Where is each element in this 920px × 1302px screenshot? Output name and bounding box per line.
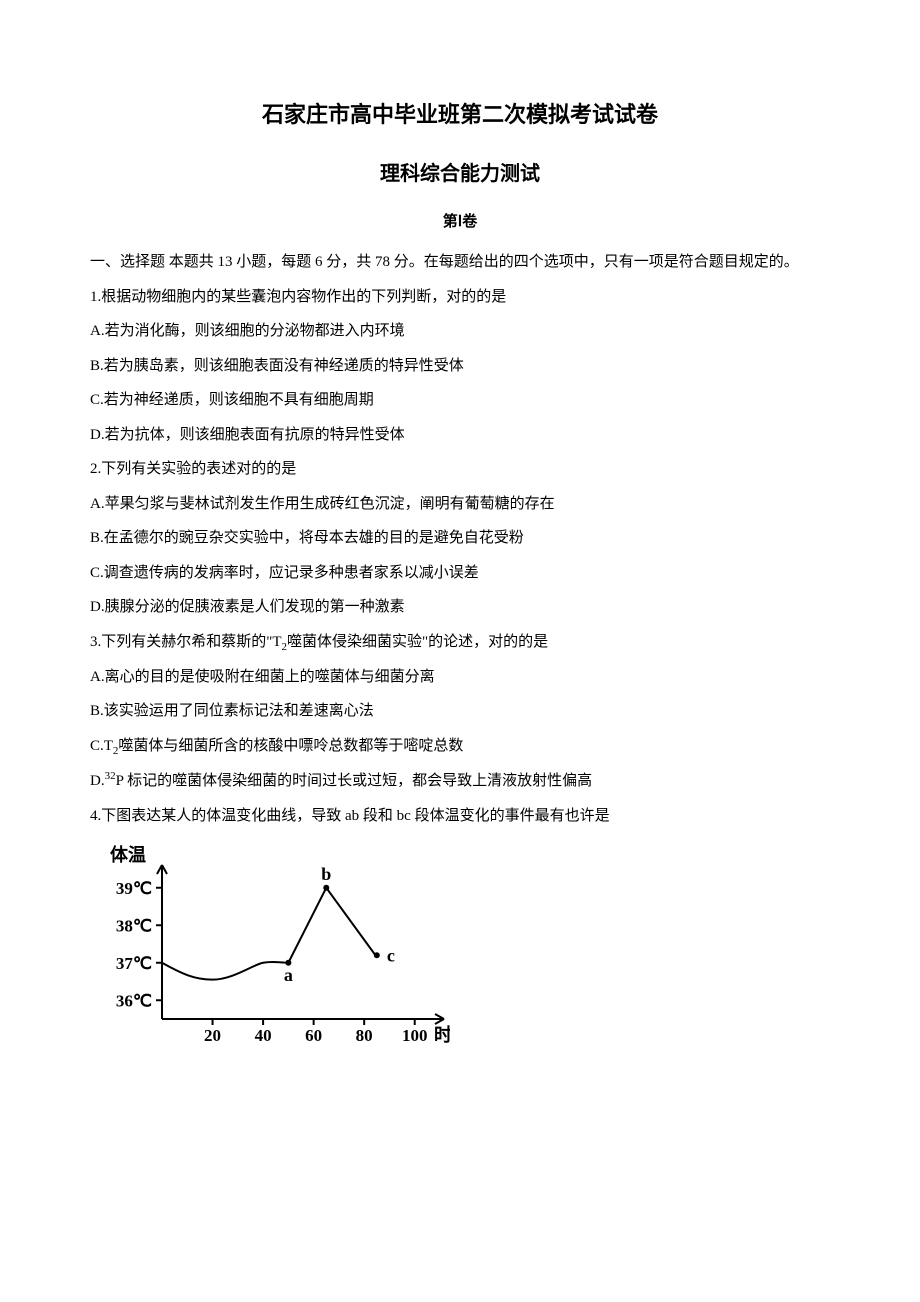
q1-opt-d: D.若为抗体，则该细胞表面有抗原的特异性受体 <box>90 418 830 453</box>
svg-text:36℃: 36℃ <box>116 991 152 1010</box>
svg-text:100: 100 <box>402 1026 428 1045</box>
section-intro: 一、选择题 本题共 13 小题，每题 6 分，共 78 分。在每题给出的四个选项… <box>90 245 830 280</box>
svg-text:时间(分): 时间(分) <box>434 1025 450 1046</box>
q1-opt-b: B.若为胰岛素，则该细胞表面没有神经递质的特异性受体 <box>90 349 830 384</box>
svg-text:c: c <box>387 945 395 965</box>
q3-opt-d-post: P 标记的噬菌体侵染细菌的时间过长或过短，都会导致上清液放射性偏高 <box>116 773 593 789</box>
q3-stem: 3.下列有关赫尔希和蔡斯的"T2噬菌体侵染细菌实验"的论述，对的的是 <box>90 625 830 660</box>
svg-text:39℃: 39℃ <box>116 879 152 898</box>
svg-text:38℃: 38℃ <box>116 916 152 935</box>
q3-opt-c-post: 噬菌体与细菌所含的核酸中嘌呤总数都等于嘧啶总数 <box>118 738 463 754</box>
q1-opt-a: A.若为消化酶，则该细胞的分泌物都进入内环境 <box>90 314 830 349</box>
q3-opt-c: C.T2噬菌体与细菌所含的核酸中嘌呤总数都等于嘧啶总数 <box>90 729 830 764</box>
q2-opt-d: D.胰腺分泌的促胰液素是人们发现的第一种激素 <box>90 590 830 625</box>
q1-opt-c: C.若为神经递质，则该细胞不具有细胞周期 <box>90 383 830 418</box>
q3-opt-c-pre: C.T <box>90 738 113 754</box>
q2-opt-a: A.苹果匀浆与斐林试剂发生作用生成砖红色沉淀，阐明有葡萄糖的存在 <box>90 487 830 522</box>
q3-opt-d-sup: 32 <box>105 770 116 782</box>
svg-text:40: 40 <box>255 1026 272 1045</box>
q2-opt-b: B.在孟德尔的豌豆杂交实验中，将母本去雄的目的是避免自花受粉 <box>90 521 830 556</box>
q2-stem: 2.下列有关实验的表述对的的是 <box>90 452 830 487</box>
section-label: 第Ⅰ卷 <box>90 205 830 240</box>
q4-stem: 4.下图表达某人的体温变化曲线，导致 ab 段和 bc 段体温变化的事件最有也许… <box>90 799 830 834</box>
svg-text:体温: 体温 <box>110 844 146 865</box>
temperature-chart: 体温 36℃ 37℃ 38℃ 39℃ 20 40 60 80 100 时间(分) a b c <box>90 841 830 1065</box>
q1-stem: 1.根据动物细胞内的某些囊泡内容物作出的下列判断，对的的是 <box>90 280 830 315</box>
q3-stem-post: 噬菌体侵染细菌实验"的论述，对的的是 <box>287 634 548 650</box>
q3-opt-b: B.该实验运用了同位素标记法和差速离心法 <box>90 694 830 729</box>
svg-text:20: 20 <box>204 1026 221 1045</box>
q3-opt-d-pre: D. <box>90 773 105 789</box>
svg-text:60: 60 <box>305 1026 322 1045</box>
svg-text:37℃: 37℃ <box>116 954 152 973</box>
q3-stem-pre: 3.下列有关赫尔希和蔡斯的"T <box>90 634 282 650</box>
svg-text:80: 80 <box>356 1026 373 1045</box>
q3-opt-d: D.32P 标记的噬菌体侵染细菌的时间过长或过短，都会导致上清液放射性偏高 <box>90 764 830 799</box>
svg-text:a: a <box>284 965 293 985</box>
svg-text:b: b <box>321 864 331 884</box>
page-subtitle: 理科综合能力测试 <box>90 151 830 197</box>
q2-opt-c: C.调查遗传病的发病率时，应记录多种患者家系以减小误差 <box>90 556 830 591</box>
q3-opt-a: A.离心的目的是使吸附在细菌上的噬菌体与细菌分离 <box>90 660 830 695</box>
page-title: 石家庄市高中毕业班第二次模拟考试试卷 <box>90 90 830 141</box>
